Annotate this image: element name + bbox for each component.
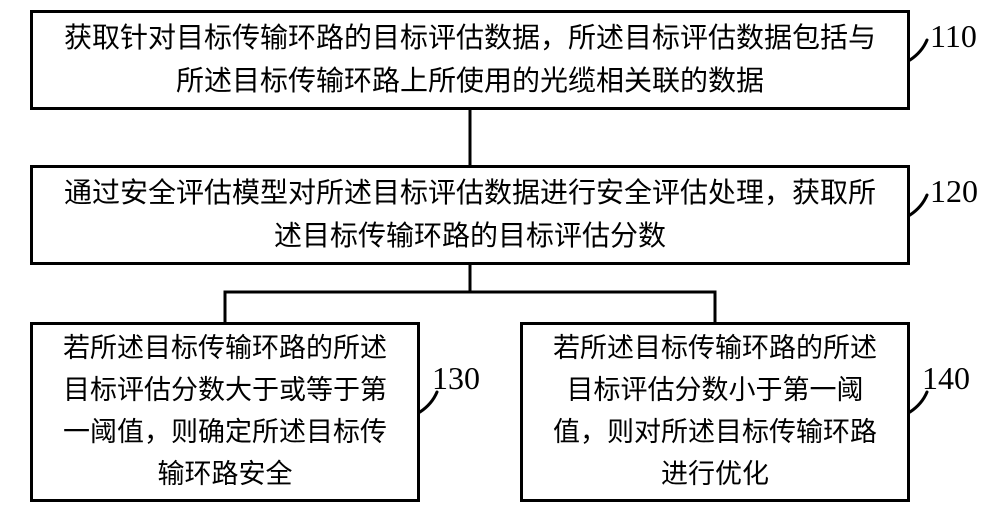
flowchart-box-130: 若所述目标传输环路的所述目标评估分数大于或等于第一阈值，则确定所述目标传输环路安… — [30, 322, 420, 502]
flowchart-box-140: 若所述目标传输环路的所述目标评估分数小于第一阈值，则对所述目标传输环路进行优化 — [520, 322, 910, 502]
step-label-110: 110 — [930, 18, 977, 55]
flowchart-box-110-text: 获取针对目标传输环路的目标评估数据，所述目标评估数据包括与所述目标传输环路上所使… — [51, 17, 889, 104]
flowchart-box-120: 通过安全评估模型对所述目标评估数据进行安全评估处理，获取所述目标传输环路的目标评… — [30, 165, 910, 265]
flowchart-box-110: 获取针对目标传输环路的目标评估数据，所述目标评估数据包括与所述目标传输环路上所使… — [30, 10, 910, 110]
flowchart-box-130-text: 若所述目标传输环路的所述目标评估分数大于或等于第一阈值，则确定所述目标传输环路安… — [51, 328, 399, 495]
flowchart-box-140-text: 若所述目标传输环路的所述目标评估分数小于第一阈值，则对所述目标传输环路进行优化 — [541, 328, 889, 495]
flowchart-box-120-text: 通过安全评估模型对所述目标评估数据进行安全评估处理，获取所述目标传输环路的目标评… — [51, 172, 889, 259]
flowchart-canvas: 获取针对目标传输环路的目标评估数据，所述目标评估数据包括与所述目标传输环路上所使… — [0, 0, 1000, 524]
step-label-130: 130 — [432, 360, 480, 397]
step-label-120: 120 — [930, 173, 978, 210]
step-label-140: 140 — [922, 360, 970, 397]
